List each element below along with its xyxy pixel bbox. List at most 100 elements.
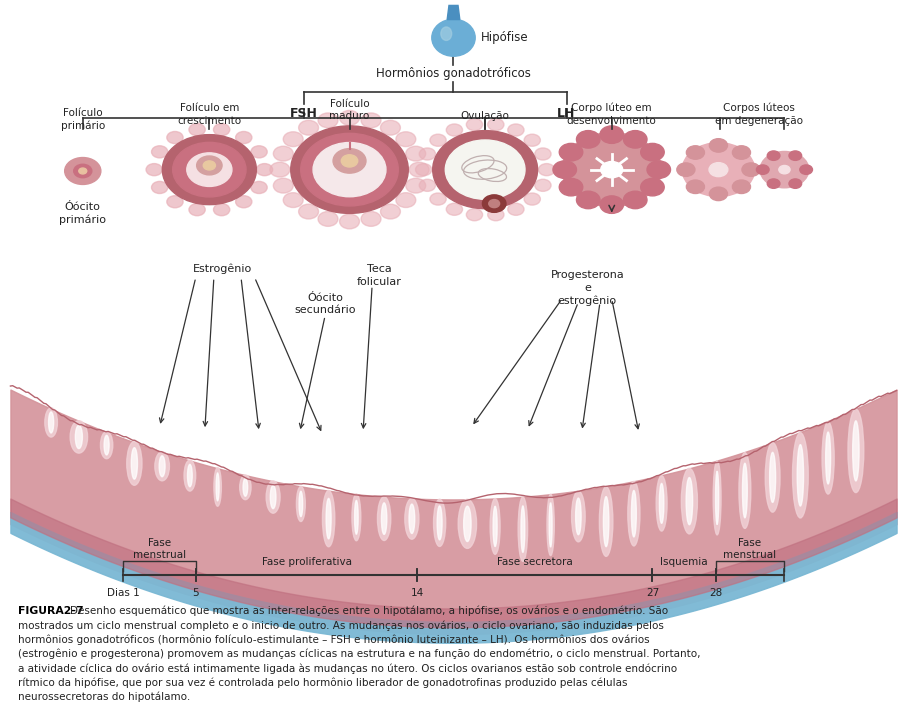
Circle shape bbox=[466, 119, 483, 130]
Ellipse shape bbox=[681, 468, 697, 534]
Ellipse shape bbox=[299, 491, 303, 516]
Ellipse shape bbox=[184, 460, 196, 491]
Circle shape bbox=[339, 110, 359, 125]
Ellipse shape bbox=[49, 412, 54, 433]
Circle shape bbox=[283, 132, 303, 147]
Circle shape bbox=[79, 168, 87, 174]
Ellipse shape bbox=[822, 422, 834, 494]
Circle shape bbox=[162, 135, 257, 205]
Circle shape bbox=[291, 126, 408, 213]
Circle shape bbox=[236, 195, 252, 208]
Circle shape bbox=[381, 120, 400, 135]
Ellipse shape bbox=[547, 494, 554, 556]
Circle shape bbox=[640, 178, 664, 196]
Circle shape bbox=[623, 130, 647, 148]
Text: Teca
folicular: Teca folicular bbox=[357, 264, 402, 286]
Text: Isquemia: Isquemia bbox=[660, 557, 707, 567]
Circle shape bbox=[151, 181, 168, 193]
Circle shape bbox=[789, 151, 802, 160]
Ellipse shape bbox=[793, 432, 808, 518]
Text: Fase proliferativa: Fase proliferativa bbox=[261, 557, 352, 567]
Text: Fase
menstrual: Fase menstrual bbox=[133, 538, 186, 560]
Ellipse shape bbox=[377, 497, 391, 541]
Circle shape bbox=[553, 161, 577, 178]
Text: Hipófise: Hipófise bbox=[481, 32, 528, 44]
Circle shape bbox=[273, 146, 293, 161]
Ellipse shape bbox=[628, 481, 640, 546]
Circle shape bbox=[524, 193, 541, 205]
Ellipse shape bbox=[75, 425, 83, 449]
Circle shape bbox=[419, 179, 435, 191]
Circle shape bbox=[577, 191, 600, 208]
Circle shape bbox=[800, 165, 813, 175]
Ellipse shape bbox=[848, 409, 863, 493]
Circle shape bbox=[789, 179, 802, 188]
Ellipse shape bbox=[441, 27, 452, 40]
Ellipse shape bbox=[188, 465, 192, 487]
Ellipse shape bbox=[825, 432, 831, 484]
Ellipse shape bbox=[159, 456, 165, 477]
Circle shape bbox=[767, 151, 780, 160]
Circle shape bbox=[298, 204, 318, 219]
Text: 27: 27 bbox=[646, 589, 659, 599]
Ellipse shape bbox=[571, 491, 585, 542]
Text: Ovulação: Ovulação bbox=[461, 111, 510, 121]
Ellipse shape bbox=[797, 445, 804, 506]
Circle shape bbox=[430, 193, 446, 205]
Circle shape bbox=[419, 148, 435, 160]
Ellipse shape bbox=[327, 498, 331, 539]
Text: Desenho esquemático que mostra as inter-relações entre o hipotálamo, a hipófise,: Desenho esquemático que mostra as inter-… bbox=[17, 606, 700, 702]
Ellipse shape bbox=[853, 421, 859, 481]
Circle shape bbox=[251, 146, 268, 158]
Circle shape bbox=[313, 142, 386, 197]
Text: Corpos lúteos
em degeneração: Corpos lúteos em degeneração bbox=[715, 103, 803, 126]
Ellipse shape bbox=[686, 478, 693, 525]
Ellipse shape bbox=[355, 500, 358, 534]
Circle shape bbox=[257, 163, 273, 175]
Circle shape bbox=[361, 211, 381, 226]
Text: LH: LH bbox=[557, 107, 576, 120]
Text: 5: 5 bbox=[192, 589, 200, 599]
Ellipse shape bbox=[766, 442, 780, 512]
Circle shape bbox=[600, 162, 623, 178]
Circle shape bbox=[395, 193, 415, 208]
Circle shape bbox=[488, 208, 504, 221]
Circle shape bbox=[251, 181, 268, 193]
Circle shape bbox=[535, 148, 551, 160]
Ellipse shape bbox=[239, 475, 251, 500]
Ellipse shape bbox=[458, 499, 476, 548]
Circle shape bbox=[600, 126, 623, 143]
Text: Progesterona
e
estrogênio: Progesterona e estrogênio bbox=[551, 271, 624, 306]
Circle shape bbox=[405, 178, 425, 193]
Circle shape bbox=[415, 163, 432, 175]
Ellipse shape bbox=[463, 506, 471, 541]
Circle shape bbox=[187, 153, 232, 186]
Ellipse shape bbox=[603, 497, 609, 546]
Ellipse shape bbox=[70, 421, 88, 453]
Circle shape bbox=[733, 146, 750, 159]
Ellipse shape bbox=[716, 471, 718, 525]
Text: Folículo
primário: Folículo primário bbox=[61, 107, 105, 130]
Text: Dias 1: Dias 1 bbox=[107, 589, 140, 599]
Circle shape bbox=[203, 161, 216, 170]
Circle shape bbox=[283, 193, 303, 208]
Circle shape bbox=[339, 214, 359, 229]
Ellipse shape bbox=[631, 490, 637, 537]
Ellipse shape bbox=[352, 494, 361, 541]
Circle shape bbox=[361, 113, 381, 127]
Text: Estrogênio: Estrogênio bbox=[193, 264, 252, 274]
Circle shape bbox=[213, 124, 229, 135]
Circle shape bbox=[270, 163, 290, 177]
Polygon shape bbox=[447, 6, 460, 19]
Circle shape bbox=[172, 142, 246, 197]
Circle shape bbox=[756, 165, 769, 175]
Circle shape bbox=[318, 113, 338, 127]
Circle shape bbox=[146, 163, 162, 175]
Ellipse shape bbox=[155, 452, 170, 481]
Ellipse shape bbox=[132, 448, 138, 479]
Circle shape bbox=[64, 158, 101, 185]
Circle shape bbox=[446, 124, 463, 136]
Ellipse shape bbox=[770, 453, 775, 503]
Circle shape bbox=[273, 178, 293, 193]
Text: Folículo em
crescimento: Folículo em crescimento bbox=[177, 104, 241, 126]
